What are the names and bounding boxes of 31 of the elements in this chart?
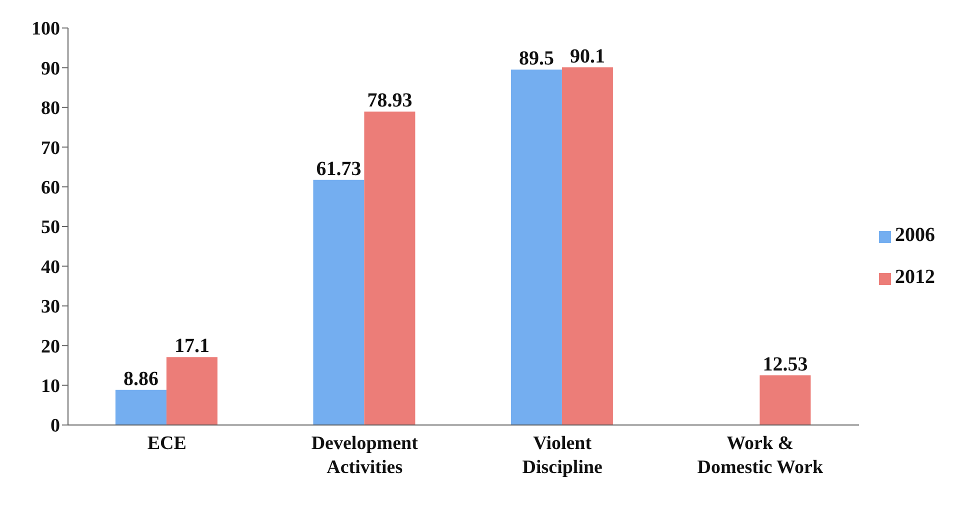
bar [115,390,166,425]
y-tick-label: 60 [41,178,60,199]
y-tick-label: 40 [41,256,60,278]
y-tick-label: 10 [41,376,60,398]
data-label: 17.1 [174,335,210,358]
bar [364,112,416,425]
bar [510,70,562,425]
data-label: 78.93 [367,90,412,112]
y-tick-label: 70 [41,138,60,159]
data-label: 12.53 [762,353,808,376]
bar [760,375,811,425]
y-tick-label: 80 [41,98,60,120]
bar [562,67,613,425]
legend-label: 2006 [895,224,935,246]
data-label: 90.1 [570,45,605,68]
x-tick-label: Work & Domestic Work [697,433,824,478]
y-tick-label: 50 [41,217,60,238]
data-label: 89.5 [518,48,554,70]
y-tick-label: 30 [41,296,60,318]
bar [313,180,364,425]
y-tick-label: 90 [41,58,60,80]
y-tick-label: 0 [50,416,60,437]
data-label: 61.73 [316,158,362,180]
x-tick-label: ECE [147,433,186,454]
x-tick-label: Development Activities [311,433,419,478]
x-tick-label: Violent Discipline [522,433,602,478]
data-label: 8.86 [123,368,158,390]
y-tick-label: 100 [32,18,60,40]
y-tick-label: 20 [41,336,60,358]
legend-label: 2012 [895,266,935,288]
bar [166,357,218,425]
